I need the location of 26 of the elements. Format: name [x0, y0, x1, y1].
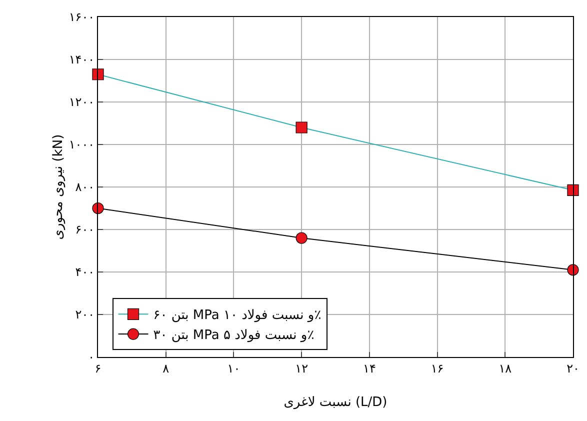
point [296, 232, 308, 244]
y-tick-label: ۱۰۰۰ [68, 138, 95, 152]
x-tick-label: ۱۶ [430, 361, 444, 376]
y-tick-label: ۱۶۰۰ [68, 10, 95, 24]
x-tick-label: ۱۰ [227, 361, 240, 376]
y-tick-label: ۱۴۰۰ [68, 52, 95, 67]
x-tick-label: ۸ [162, 361, 170, 376]
point [296, 122, 308, 134]
legend-label: بتن ۶۰ MPa و نسبت فولاد ۱۰٪ [153, 308, 322, 324]
x-tick-label: ۶ [94, 361, 102, 376]
y-tick-label: ۸۰۰ [75, 180, 95, 194]
x-tick-label: ۲۰ [566, 361, 580, 376]
x-axis-title: نسبت لاغری (L/D) [284, 395, 388, 410]
point [567, 264, 579, 276]
y-tick-label: ۶۰۰ [75, 222, 95, 237]
y-tick-label: ۰ [88, 350, 95, 364]
x-tick-label: ۱۸ [498, 361, 512, 376]
x-tick-label: ۱۲ [295, 361, 308, 376]
point [567, 184, 579, 196]
point [92, 68, 104, 80]
y-tick-label: ۲۰۰ [75, 308, 95, 322]
y-tick-label: ۱۲۰۰ [68, 95, 95, 110]
x-tick-label: ۱۴ [362, 361, 376, 376]
legend-label: بتن ۳۰ MPa و نسبت فولاد ۵٪ [153, 328, 314, 344]
y-axis-title: نیروی محوری (kN) [51, 134, 66, 240]
y-tick-label: ۴۰۰ [75, 265, 95, 280]
